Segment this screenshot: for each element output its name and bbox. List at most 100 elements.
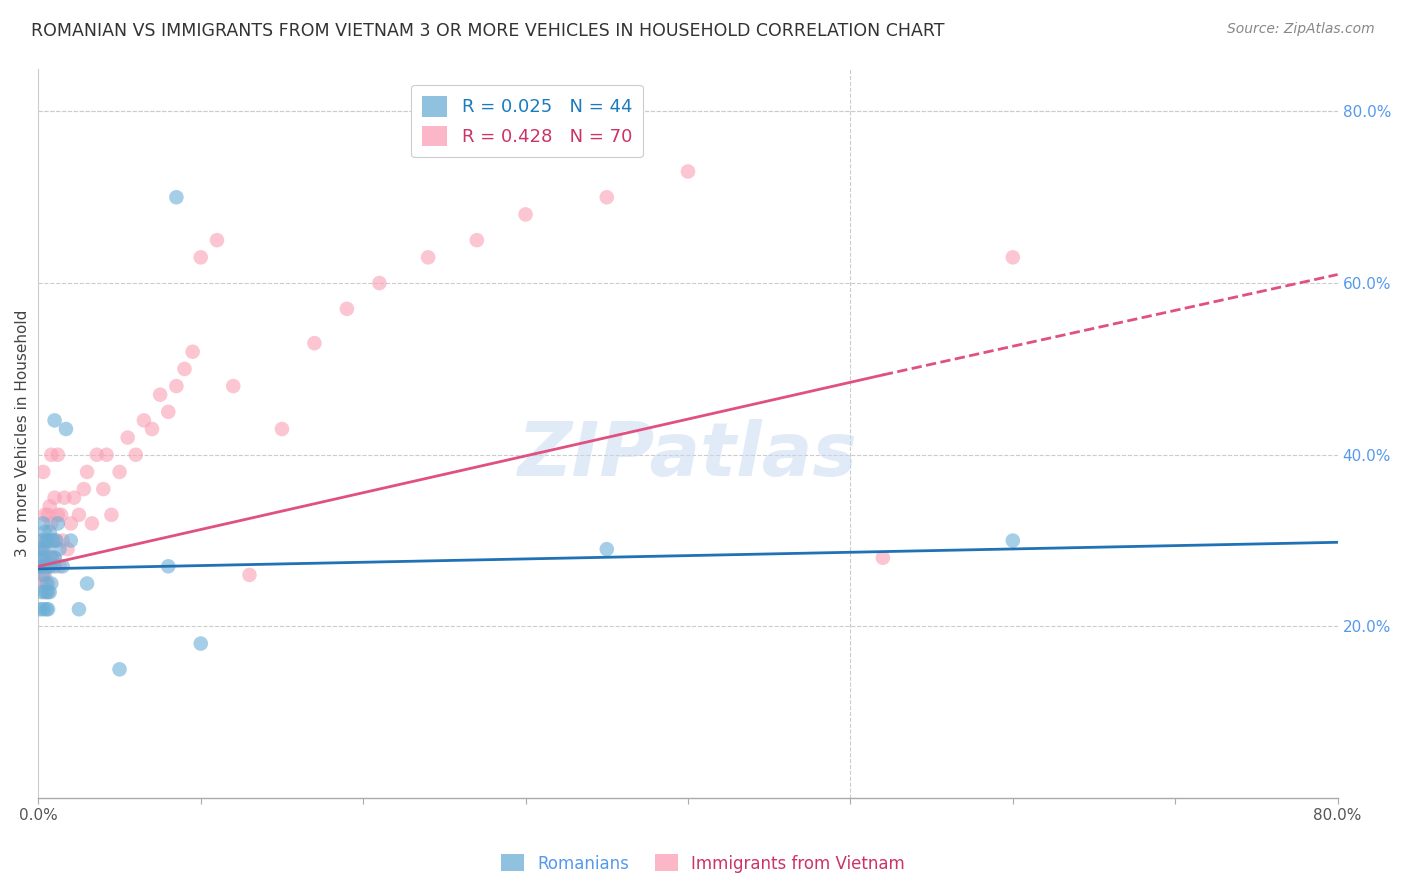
Point xyxy=(46,448,69,462)
Point xyxy=(86,448,108,462)
Point xyxy=(100,508,122,522)
Point xyxy=(96,448,118,462)
Point xyxy=(31,542,53,557)
Point xyxy=(35,559,58,574)
Point xyxy=(63,491,86,505)
Point xyxy=(42,533,65,548)
Point xyxy=(676,164,699,178)
Point xyxy=(55,422,77,436)
Point xyxy=(515,207,537,221)
Point xyxy=(38,533,60,548)
Point xyxy=(271,422,294,436)
Point xyxy=(35,602,58,616)
Point xyxy=(41,576,63,591)
Point xyxy=(125,448,148,462)
Point xyxy=(222,379,245,393)
Point xyxy=(28,559,51,574)
Point xyxy=(1001,251,1024,265)
Point xyxy=(368,276,391,290)
Point xyxy=(52,559,75,574)
Point xyxy=(38,559,60,574)
Point xyxy=(76,465,98,479)
Point xyxy=(53,491,76,505)
Point xyxy=(416,251,439,265)
Point xyxy=(46,508,69,522)
Point xyxy=(76,576,98,591)
Point xyxy=(304,336,326,351)
Point xyxy=(80,516,103,531)
Point xyxy=(67,602,90,616)
Point xyxy=(38,585,60,599)
Point xyxy=(165,190,187,204)
Point xyxy=(41,448,63,462)
Point xyxy=(32,542,55,557)
Text: ROMANIAN VS IMMIGRANTS FROM VIETNAM 3 OR MORE VEHICLES IN HOUSEHOLD CORRELATION : ROMANIAN VS IMMIGRANTS FROM VIETNAM 3 OR… xyxy=(31,22,945,40)
Point xyxy=(31,550,53,565)
Point xyxy=(31,559,53,574)
Point xyxy=(41,550,63,565)
Point xyxy=(173,362,195,376)
Point xyxy=(38,524,60,539)
Point xyxy=(34,542,56,557)
Point xyxy=(157,559,180,574)
Point xyxy=(35,559,58,574)
Point xyxy=(44,550,66,565)
Point xyxy=(44,550,66,565)
Point xyxy=(108,662,131,676)
Point xyxy=(31,533,53,548)
Point xyxy=(32,550,55,565)
Point xyxy=(59,533,82,548)
Point xyxy=(35,533,58,548)
Point xyxy=(1001,533,1024,548)
Point xyxy=(44,413,66,427)
Point xyxy=(37,533,59,548)
Point xyxy=(42,533,65,548)
Point xyxy=(73,482,96,496)
Point xyxy=(132,413,155,427)
Y-axis label: 3 or more Vehicles in Household: 3 or more Vehicles in Household xyxy=(15,310,30,557)
Point xyxy=(205,233,228,247)
Point xyxy=(34,568,56,582)
Point xyxy=(44,491,66,505)
Point xyxy=(34,550,56,565)
Point xyxy=(37,550,59,565)
Point xyxy=(31,585,53,599)
Point xyxy=(108,465,131,479)
Point xyxy=(41,516,63,531)
Point xyxy=(190,251,212,265)
Point xyxy=(465,233,488,247)
Point xyxy=(32,568,55,582)
Legend: Romanians, Immigrants from Vietnam: Romanians, Immigrants from Vietnam xyxy=(495,847,911,880)
Text: ZIPatlas: ZIPatlas xyxy=(517,418,858,491)
Point xyxy=(37,508,59,522)
Point xyxy=(28,602,51,616)
Point xyxy=(59,516,82,531)
Point xyxy=(67,508,90,522)
Point xyxy=(32,465,55,479)
Point xyxy=(45,533,67,548)
Point xyxy=(34,524,56,539)
Point xyxy=(596,542,619,557)
Point xyxy=(238,568,260,582)
Point xyxy=(56,542,79,557)
Point xyxy=(49,508,72,522)
Point xyxy=(34,585,56,599)
Point xyxy=(157,405,180,419)
Point xyxy=(28,550,51,565)
Point xyxy=(52,533,75,548)
Legend: R = 0.025   N = 44, R = 0.428   N = 70: R = 0.025 N = 44, R = 0.428 N = 70 xyxy=(411,85,643,157)
Point xyxy=(41,550,63,565)
Point xyxy=(28,559,51,574)
Point xyxy=(48,559,70,574)
Point xyxy=(37,576,59,591)
Point xyxy=(32,576,55,591)
Point xyxy=(28,542,51,557)
Point xyxy=(336,301,359,316)
Point xyxy=(32,602,55,616)
Point xyxy=(44,559,66,574)
Point xyxy=(46,516,69,531)
Point xyxy=(141,422,163,436)
Point xyxy=(32,559,55,574)
Text: Source: ZipAtlas.com: Source: ZipAtlas.com xyxy=(1227,22,1375,37)
Point xyxy=(31,533,53,548)
